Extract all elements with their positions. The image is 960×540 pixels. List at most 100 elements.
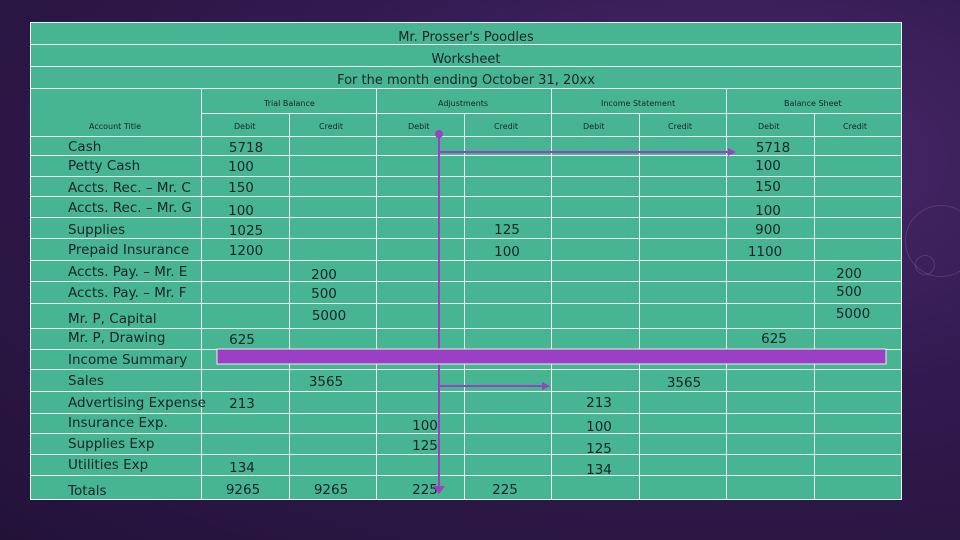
bs-debit-value: 900 (755, 222, 781, 238)
rule (31, 155, 901, 156)
rule (31, 176, 901, 177)
col-tb-debit: Debit (234, 122, 256, 131)
account-title: Mr. P, Capital (68, 311, 157, 327)
is-credit-value: 3565 (666, 375, 702, 391)
rule (201, 88, 202, 499)
rule (31, 349, 901, 350)
account-title: Accts. Rec. – Mr. G (68, 200, 192, 216)
bs-debit-value: 625 (761, 331, 787, 347)
account-title: Sales (68, 373, 104, 389)
tb-debit-total: 9265 (225, 482, 261, 498)
account-title: Advertising Expense (68, 395, 206, 411)
account-title: Income Summary (68, 352, 188, 368)
bs-debit-value: 100 (755, 158, 781, 174)
rule (31, 260, 901, 261)
is-debit-value: 100 (586, 419, 612, 435)
rule (31, 238, 901, 239)
rule (31, 217, 901, 218)
adj-debit-value: 100 (412, 418, 438, 434)
rule (31, 88, 901, 89)
rule (31, 433, 901, 434)
col-adj-credit: Credit (494, 122, 519, 131)
tb-credit-value: 3565 (308, 374, 344, 390)
bs-debit-value: 1100 (747, 244, 783, 260)
rule (639, 113, 640, 499)
rule (31, 66, 901, 67)
period-line: For the month ending October 31, 20xx (337, 73, 595, 88)
account-title: Accts. Pay. – Mr. F (68, 285, 187, 301)
tb-debit-value: 625 (229, 332, 255, 348)
rule (31, 136, 901, 137)
tb-debit-value: 213 (229, 396, 255, 412)
account-title: Accts. Pay. – Mr. E (68, 264, 188, 280)
rule (31, 44, 901, 45)
account-title: Insurance Exp. (68, 415, 168, 431)
rule (31, 281, 901, 282)
account-title: Petty Cash (68, 158, 141, 174)
account-title: Prepaid Insurance (68, 242, 190, 258)
adj-credit-value: 100 (494, 244, 520, 260)
rule (31, 196, 901, 197)
rule (551, 88, 552, 113)
adj-credit-total: 225 (492, 482, 518, 498)
rule (31, 369, 901, 370)
rule (464, 113, 465, 499)
rule (31, 391, 901, 392)
rule (551, 113, 552, 499)
account-title: Supplies Exp (68, 436, 155, 452)
account-title: Cash (68, 139, 102, 155)
rule (289, 113, 290, 499)
rule (31, 475, 901, 476)
rule (31, 303, 901, 304)
bs-debit-value: 100 (755, 203, 781, 219)
account-title: Totals (68, 483, 107, 499)
is-debit-value: 213 (586, 395, 612, 411)
account-title: Accts. Rec. – Mr. C (68, 180, 191, 196)
tb-credit-value: 5000 (311, 308, 347, 324)
rule (376, 88, 377, 113)
col-bs-debit: Debit (758, 122, 780, 131)
tb-debit-value: 134 (229, 460, 255, 476)
rule (31, 413, 901, 414)
bs-debit-value: 5718 (755, 140, 791, 156)
tb-credit-value: 200 (311, 267, 337, 283)
group-adjustments: Adjustments (438, 99, 489, 108)
tb-debit-value: 5718 (228, 140, 264, 156)
group-trial-balance: Trial Balance (264, 99, 315, 108)
decorative-circle (915, 255, 935, 275)
account-title: Mr. P, Drawing (68, 330, 166, 346)
tb-debit-value: 100 (228, 203, 254, 219)
bs-credit-value: 200 (836, 266, 862, 282)
col-adj-debit: Debit (408, 122, 430, 131)
rule (726, 113, 727, 499)
company-name: Mr. Prosser's Poodles (398, 30, 534, 45)
adj-credit-value: 125 (494, 222, 520, 238)
rule (31, 454, 901, 455)
worksheet-title: Worksheet (431, 52, 501, 67)
adj-debit-total: 225 (412, 482, 438, 498)
tb-credit-total: 9265 (313, 482, 349, 498)
is-debit-value: 134 (586, 462, 612, 478)
adj-debit-value: 125 (412, 438, 438, 454)
rule (31, 328, 901, 329)
bs-credit-value: 500 (836, 284, 862, 300)
is-debit-value: 125 (586, 441, 612, 457)
col-bs-credit: Credit (843, 122, 868, 131)
rule (726, 88, 727, 113)
tb-credit-value: 500 (311, 286, 337, 302)
col-is-credit: Credit (668, 122, 693, 131)
col-is-debit: Debit (583, 122, 605, 131)
group-balance-sheet: Balance Sheet (784, 99, 842, 108)
bs-debit-value: 150 (755, 179, 781, 195)
worksheet-table: Mr. Prosser's Poodles Worksheet For the … (30, 22, 902, 500)
account-title: Supplies (68, 222, 126, 238)
col-account-title: Account Title (89, 122, 141, 131)
tb-debit-value: 150 (228, 180, 254, 196)
rule (376, 113, 377, 499)
bs-credit-value: 5000 (835, 306, 871, 322)
col-tb-credit: Credit (319, 122, 344, 131)
rule (814, 113, 815, 499)
tb-debit-value: 1025 (228, 223, 264, 239)
tb-debit-value: 100 (228, 159, 254, 175)
tb-debit-value: 1200 (228, 243, 264, 259)
